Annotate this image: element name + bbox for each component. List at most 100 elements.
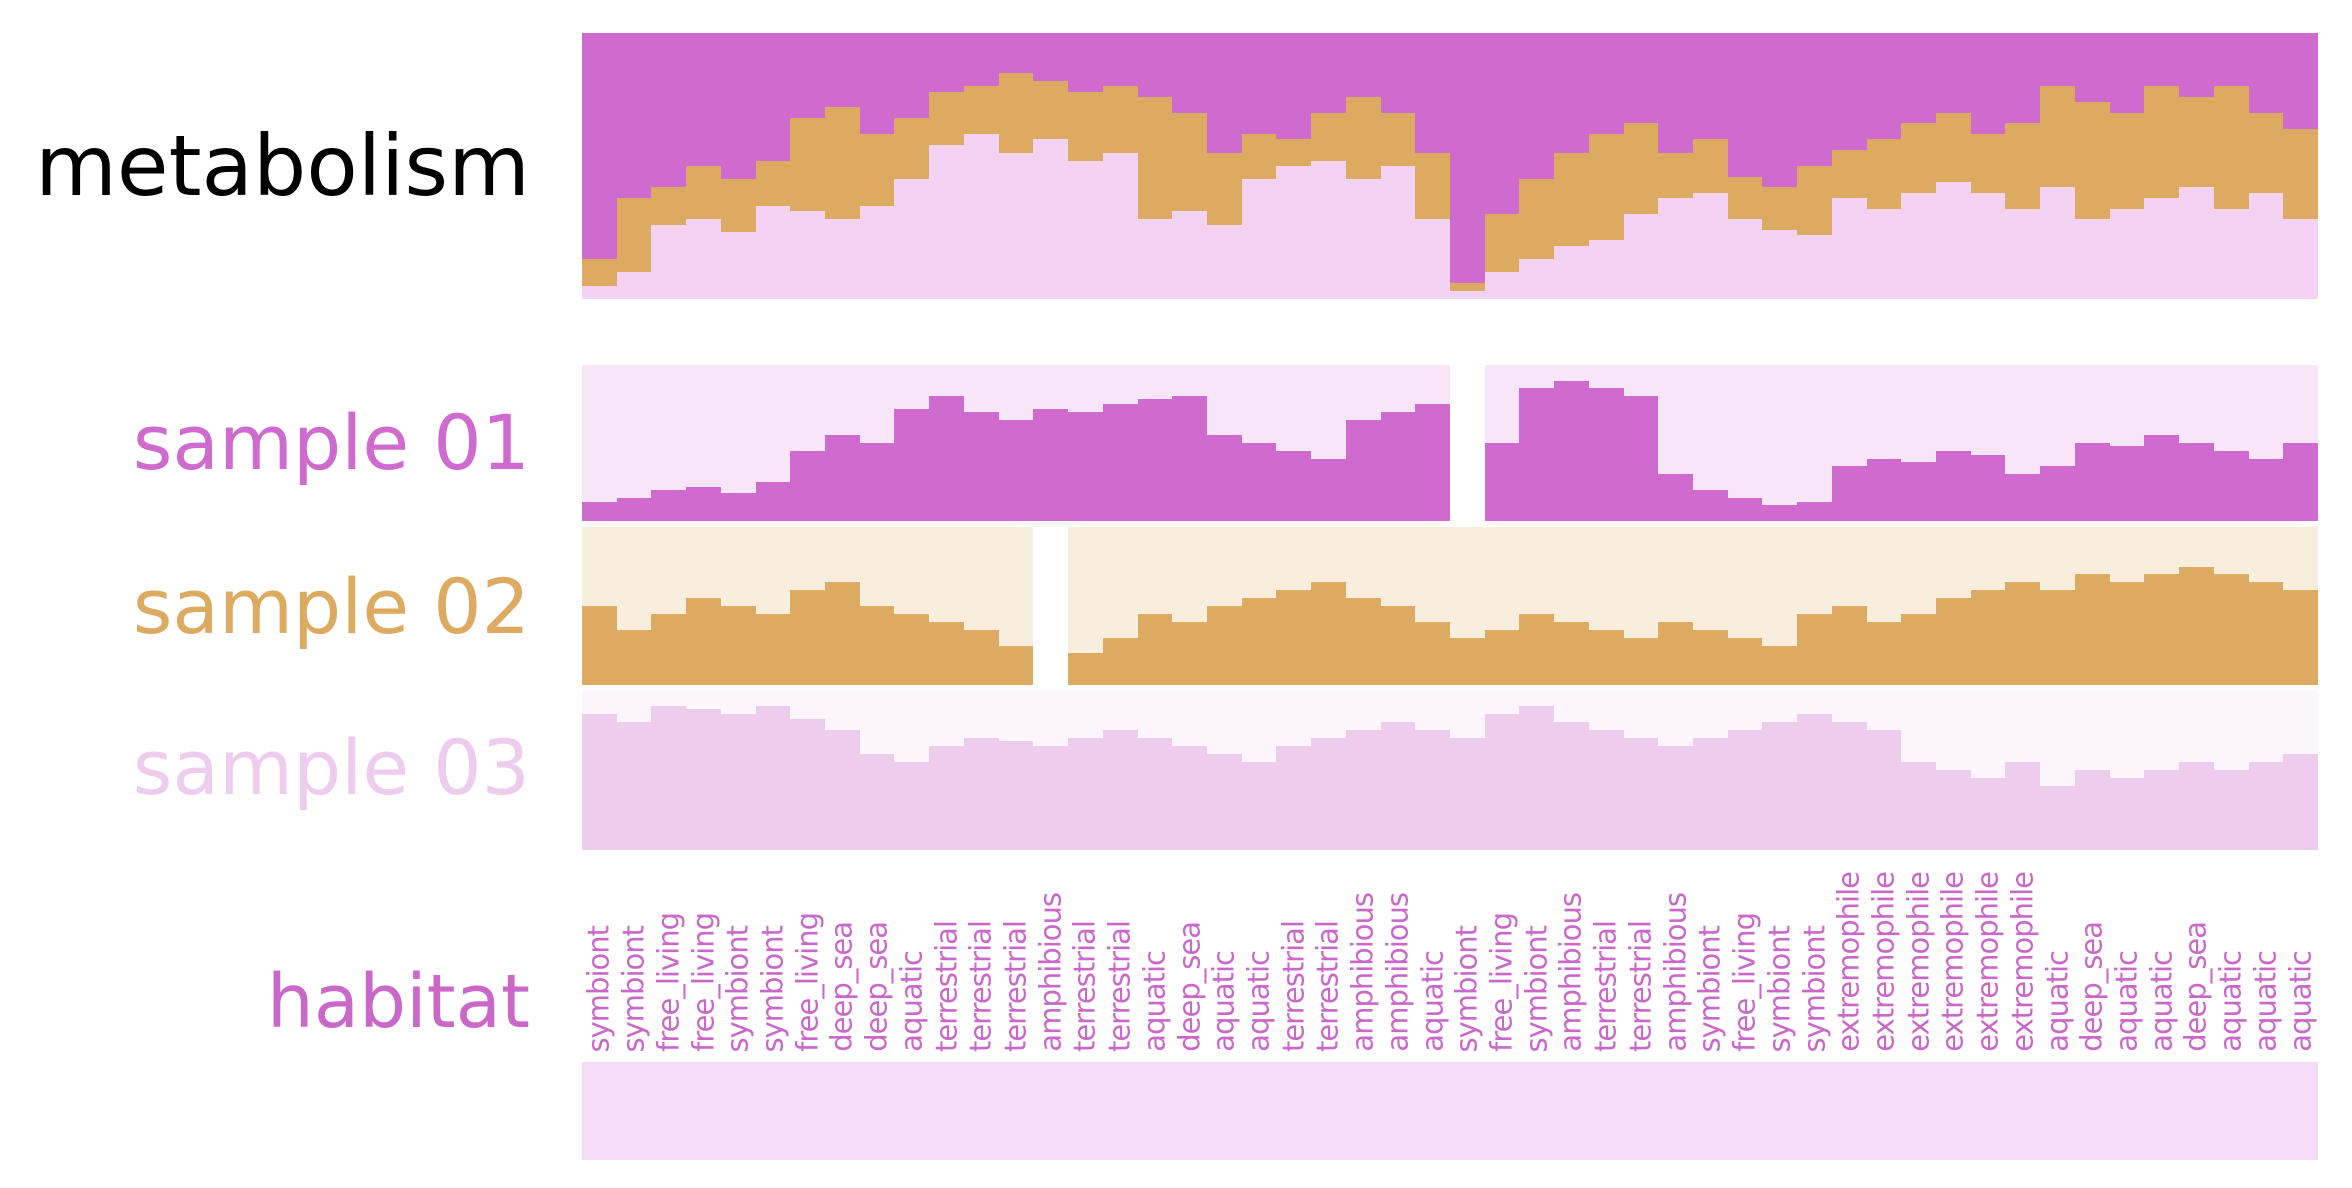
- habitat-label-cell: aquatic: [2144, 868, 2179, 1060]
- bar-column: [1276, 527, 1312, 685]
- bar-column: [616, 365, 652, 521]
- bar-column: [1693, 690, 1728, 850]
- bar-column: [1623, 527, 1659, 685]
- bar-column: [998, 365, 1034, 521]
- habitat-label-cell: amphibious: [1380, 868, 1416, 1060]
- bar: [1588, 730, 1624, 850]
- bar: [1727, 637, 1763, 685]
- bar: [963, 629, 999, 685]
- bar: [1137, 399, 1173, 521]
- stacked-segment-light-pink: [1554, 245, 1589, 299]
- bar-column: [1623, 365, 1659, 521]
- bar-column: [1936, 690, 1971, 850]
- bar: [686, 598, 721, 685]
- habitat-label-cell: extremophile: [1866, 868, 1902, 1060]
- habitat-label-cell: deep_sea: [2075, 868, 2110, 1060]
- bar: [2283, 590, 2318, 685]
- stacked-segment-tan: [2040, 86, 2075, 188]
- habitat-label-cell: free_living: [686, 868, 721, 1060]
- stacked-segment-tan: [1033, 80, 1069, 140]
- habitat-label-cell: terrestrial: [998, 868, 1034, 1060]
- stacked-segment-light-pink: [1727, 219, 1763, 299]
- bar-column: [1588, 690, 1624, 850]
- bar-column: [2074, 527, 2110, 685]
- bar-column: [1311, 365, 1346, 521]
- stacked-segment-light-pink: [790, 211, 826, 299]
- stacked-segment-magenta: [2005, 33, 2041, 124]
- bar: [2144, 770, 2180, 850]
- habitat-label-cell: aquatic: [1415, 868, 1450, 1060]
- habitat-label-cell: aquatic: [2214, 868, 2249, 1060]
- stacked-segment-tan: [790, 118, 826, 212]
- bar-column: [582, 690, 617, 850]
- bar: [1970, 778, 2006, 850]
- bar: [1137, 738, 1173, 850]
- habitat-label-cell: free_living: [1728, 868, 1763, 1060]
- stacked-segment-light-pink: [2248, 192, 2284, 299]
- bar-column: [1415, 527, 1450, 685]
- bar-column: [1484, 365, 1520, 521]
- habitat-label-cell: aquatic: [2109, 868, 2145, 1060]
- habitat-tick-label: symbiont: [1519, 925, 1554, 1052]
- bar: [1866, 730, 1902, 850]
- bar: [1449, 738, 1485, 850]
- stacked-column: [1762, 33, 1798, 299]
- bar-column: [1831, 690, 1867, 850]
- bar-column: [2213, 527, 2249, 685]
- habitat-tick-label: terrestrial: [1102, 920, 1137, 1052]
- row-label-sample02: sample 02: [132, 562, 530, 651]
- stacked-segment-magenta: [1936, 33, 1971, 113]
- habitat-tick-label: extremophile: [2005, 872, 2040, 1052]
- habitat-label-cell: aquatic: [2248, 868, 2284, 1060]
- bar: [825, 730, 860, 850]
- bar-column: [1276, 365, 1312, 521]
- bar-column: [1519, 365, 1555, 521]
- habitat-tick-label: deep_sea: [2178, 922, 2213, 1052]
- bar: [616, 722, 652, 850]
- stacked-segment-light-pink: [1484, 272, 1520, 299]
- bar: [651, 489, 687, 521]
- track-sample02-bars: [582, 527, 2318, 685]
- bar-column: [929, 527, 964, 685]
- bar: [1554, 621, 1589, 685]
- stacked-segment-magenta: [1345, 33, 1381, 97]
- bar-column: [2074, 365, 2110, 521]
- bar: [1762, 645, 1798, 685]
- stacked-column: [2144, 33, 2180, 299]
- stacked-segment-magenta: [1623, 33, 1659, 124]
- habitat-tick-label: terrestrial: [1588, 920, 1623, 1052]
- habitat-label-cell: terrestrial: [929, 868, 964, 1060]
- stacked-segment-light-pink: [1068, 160, 1103, 299]
- bar-column: [825, 527, 860, 685]
- bar-column: [1866, 690, 1902, 850]
- bar: [1311, 738, 1346, 850]
- habitat-tick-label: aquatic: [1137, 951, 1172, 1052]
- bar-column: [1901, 690, 1937, 850]
- bar-column: [1241, 690, 1277, 850]
- habitat-tick-label: free_living: [1727, 913, 1762, 1052]
- habitat-tick-label: extremophile: [1970, 872, 2005, 1052]
- bar: [1831, 606, 1867, 685]
- habitat-label-cell: terrestrial: [1103, 868, 1138, 1060]
- bar-column: [1241, 527, 1277, 685]
- stacked-segment-light-pink: [2109, 208, 2145, 299]
- stacked-segment-magenta: [1554, 33, 1589, 153]
- stacked-segment-tan: [1727, 176, 1763, 220]
- bar: [1311, 582, 1346, 685]
- bar: [2283, 754, 2318, 850]
- bar: [1831, 466, 1867, 521]
- habitat-tick-label: aquatic: [2283, 951, 2318, 1052]
- habitat-tick-label: aquatic: [2040, 951, 2075, 1052]
- bar: [1276, 590, 1312, 685]
- bar: [2179, 566, 2214, 685]
- stacked-segment-magenta: [1901, 33, 1937, 124]
- stacked-segment-light-pink: [1936, 181, 1971, 299]
- bar-column: [1102, 690, 1138, 850]
- bar-column: [1068, 690, 1103, 850]
- bar: [1102, 730, 1138, 850]
- stacked-segment-magenta: [2283, 33, 2318, 129]
- habitat-tick-label: aquatic: [1206, 951, 1241, 1052]
- bar-column: [1380, 690, 1416, 850]
- bar: [1137, 613, 1173, 685]
- stacked-segment-tan: [1068, 91, 1103, 161]
